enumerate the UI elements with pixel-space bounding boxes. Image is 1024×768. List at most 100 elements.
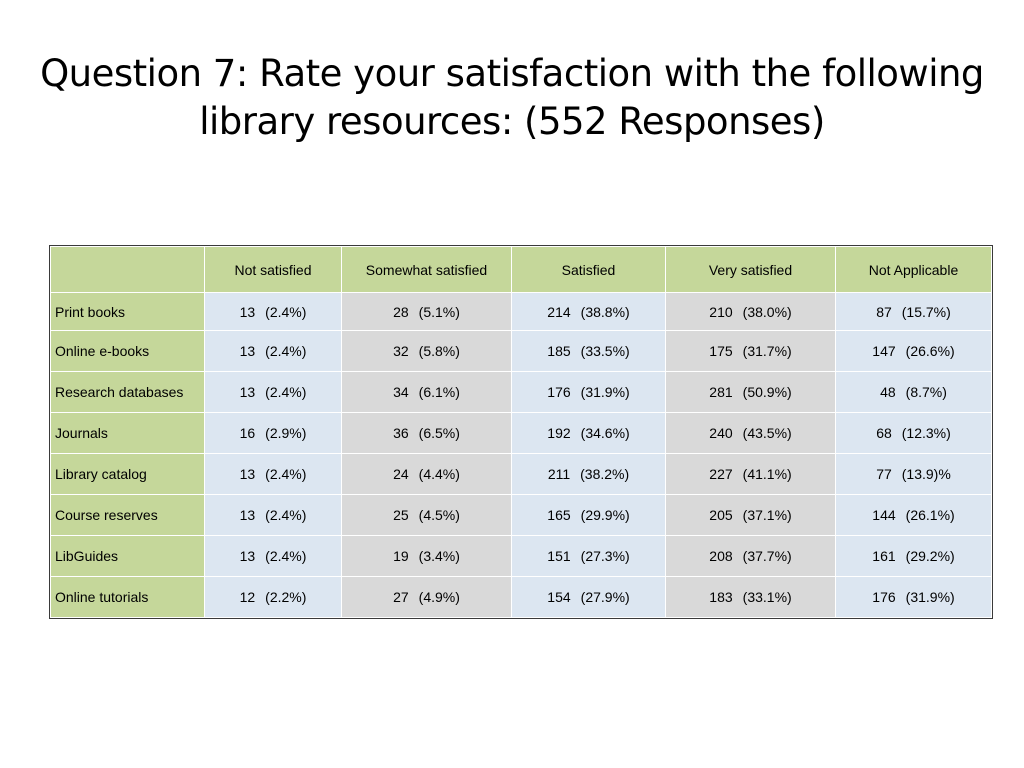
cell-count: 147 (872, 343, 896, 359)
cell-count: 68 (876, 425, 892, 441)
table-cell: 176 (31.9%) (511, 371, 666, 413)
table-cell: 28 (5.1%) (341, 292, 512, 331)
cell-count: 192 (547, 425, 571, 441)
cell-percent: (27.3%) (580, 548, 630, 564)
cell-percent: (33.1%) (742, 589, 792, 605)
table-row: Online e-books 13 (2.4%) 32 (5.8%) 185 (33.5%)… (50, 330, 992, 372)
cell-percent: (4.5%) (418, 507, 460, 523)
cell-count: 13 (239, 384, 256, 400)
cell-count: 87 (876, 303, 892, 320)
cell-percent: (15.7%) (901, 303, 951, 320)
table-cell: 13 (2.4%) (204, 453, 342, 495)
cell-count: 214 (547, 303, 571, 320)
cell-percent: (2.4%) (265, 466, 307, 482)
cell-count: 13 (239, 303, 256, 320)
table-cell: 208 (37.7%) (665, 535, 836, 577)
cell-count: 34 (393, 384, 409, 400)
cell-count: 12 (239, 589, 256, 605)
column-header: Very satisfied (665, 246, 836, 293)
column-header: Somewhat satisfied (341, 246, 512, 293)
header-blank-cell (50, 246, 205, 293)
row-label: Research databases (50, 371, 205, 413)
table-cell: 175 (31.7%) (665, 330, 836, 372)
cell-count: 185 (547, 343, 571, 359)
table-cell: 192 (34.6%) (511, 412, 666, 454)
cell-percent: (50.9%) (742, 384, 792, 400)
cell-count: 13 (239, 548, 256, 564)
cell-percent: (2.4%) (265, 507, 307, 523)
table-cell: 176 (31.9%) (835, 576, 992, 618)
table-cell: 48 (8.7%) (835, 371, 992, 413)
cell-count: 36 (393, 425, 409, 441)
cell-percent: (2.2%) (265, 589, 307, 605)
cell-count: 16 (239, 425, 256, 441)
cell-count: 240 (709, 425, 733, 441)
table-cell: 144 (26.1%) (835, 494, 992, 536)
cell-percent: (2.9%) (265, 425, 307, 441)
table-cell: 227 (41.1%) (665, 453, 836, 495)
cell-count: 25 (393, 507, 409, 523)
cell-percent: (4.9%) (418, 589, 460, 605)
cell-percent: (38.0%) (742, 303, 792, 320)
row-label: LibGuides (50, 535, 205, 577)
column-header: Not Applicable (835, 246, 992, 293)
cell-percent: (31.7%) (742, 343, 792, 359)
table-cell: 13 (2.4%) (204, 330, 342, 372)
table-row: Print books 13 (2.4%) 28 (5.1%) 214 (38.8%) 210… (50, 292, 992, 331)
cell-percent: (2.4%) (265, 343, 307, 359)
cell-count: 13 (239, 343, 256, 359)
cell-percent: (38.2%) (580, 466, 630, 482)
cell-percent: (6.5%) (418, 425, 460, 441)
cell-count: 281 (709, 384, 733, 400)
cell-percent: (43.5%) (742, 425, 792, 441)
cell-count: 227 (709, 466, 733, 482)
slide-title: Question 7: Rate your satisfaction with … (40, 50, 984, 146)
cell-percent: (3.4%) (418, 548, 460, 564)
table-cell: 183 (33.1%) (665, 576, 836, 618)
table-cell: 13 (2.4%) (204, 535, 342, 577)
table-cell: 185 (33.5%) (511, 330, 666, 372)
table-cell: 214 (38.8%) (511, 292, 666, 331)
cell-percent: (2.4%) (265, 384, 307, 400)
cell-percent: (8.7%) (905, 384, 947, 400)
cell-percent: (13.9)% (901, 466, 951, 482)
cell-percent: (41.1%) (742, 466, 792, 482)
cell-percent: (5.8%) (418, 343, 460, 359)
table-cell: 36 (6.5%) (341, 412, 512, 454)
cell-percent: (38.8%) (580, 303, 630, 320)
column-header: Satisfied (511, 246, 666, 293)
cell-percent: (37.7%) (742, 548, 792, 564)
row-label: Online e-books (50, 330, 205, 372)
cell-percent: (33.5%) (580, 343, 630, 359)
table-header-row: Not satisfied Somewhat satisfied Satisfi… (50, 246, 992, 293)
cell-count: 208 (709, 548, 733, 564)
table-cell: 161 (29.2%) (835, 535, 992, 577)
cell-count: 144 (872, 507, 896, 523)
table-cell: 12 (2.2%) (204, 576, 342, 618)
column-header: Not satisfied (204, 246, 342, 293)
cell-percent: (37.1%) (742, 507, 792, 523)
cell-count: 27 (393, 589, 409, 605)
cell-count: 151 (547, 548, 571, 564)
table-cell: 281 (50.9%) (665, 371, 836, 413)
table-cell: 24 (4.4%) (341, 453, 512, 495)
cell-count: 205 (709, 507, 733, 523)
table-cell: 16 (2.9%) (204, 412, 342, 454)
cell-count: 176 (872, 589, 896, 605)
table-cell: 13 (2.4%) (204, 292, 342, 331)
cell-percent: (2.4%) (265, 548, 307, 564)
cell-percent: (29.9%) (580, 507, 630, 523)
row-label: Course reserves (50, 494, 205, 536)
cell-percent: (27.9%) (580, 589, 630, 605)
table-row: Online tutorials 12 (2.2%) 27 (4.9%) 154 (27.9… (50, 576, 992, 618)
table-cell: 34 (6.1%) (341, 371, 512, 413)
table-row: Journals 16 (2.9%) 36 (6.5%) 192 (34.6%) 240 (43… (50, 412, 992, 454)
cell-count: 32 (393, 343, 409, 359)
cell-count: 165 (547, 507, 571, 523)
row-label: Print books (50, 292, 205, 331)
cell-percent: (4.4%) (418, 466, 460, 482)
table-cell: 205 (37.1%) (665, 494, 836, 536)
table-cell: 87 (15.7%) (835, 292, 992, 331)
cell-percent: (12.3%) (901, 425, 951, 441)
table-cell: 27 (4.9%) (341, 576, 512, 618)
